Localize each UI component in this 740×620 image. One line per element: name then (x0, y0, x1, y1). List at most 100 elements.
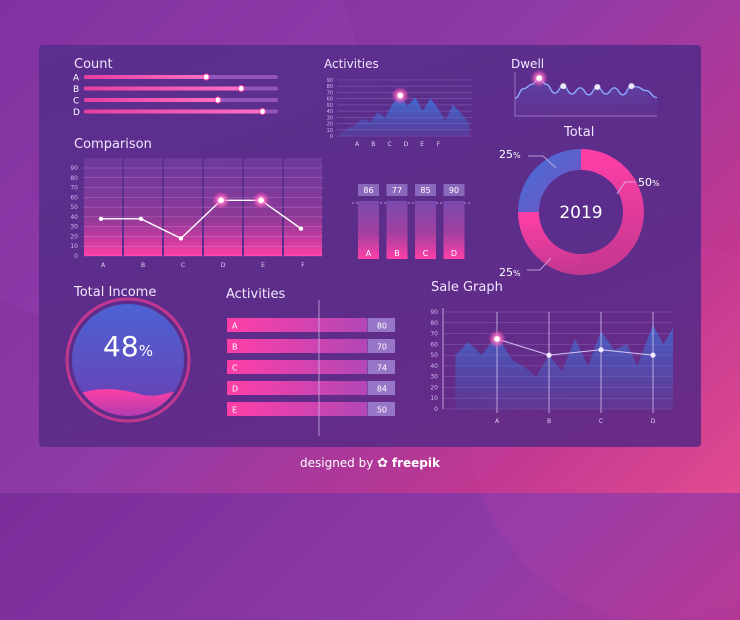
activities-bar-category-D: D (232, 385, 238, 394)
sale-line (496, 338, 654, 356)
activities-top-title: Activities (324, 57, 379, 71)
comparison-x-tick: A (101, 262, 106, 269)
comparison-point (98, 216, 104, 222)
total-leader-line (527, 257, 552, 271)
activities-top-x-tick: B (371, 141, 375, 148)
total-slice-unit: % (652, 179, 660, 188)
comparison-y-tick: 0 (74, 253, 78, 260)
total-center (539, 170, 623, 254)
gauge-fill-bg (72, 304, 184, 416)
activities-top-area (340, 95, 469, 136)
sale-y-tick: 60 (430, 341, 438, 348)
activities-top-y-tick: 10 (327, 128, 333, 134)
comparison-x-tick: C (181, 262, 185, 269)
activities-bar-value-A: 80 (377, 322, 387, 331)
footer-brand: freepik (391, 456, 440, 470)
sale-y-tick: 70 (430, 331, 438, 338)
sale-point (546, 352, 552, 358)
sale-y-tick: 80 (430, 320, 438, 327)
dwell-marker (594, 83, 601, 90)
activities-top-marker (397, 92, 404, 99)
activities-top-y-tick: 50 (327, 103, 333, 109)
comparison-y-tick: 70 (70, 185, 78, 192)
comparison-x-tick: B (141, 262, 145, 269)
sale-y-tick: 10 (430, 395, 438, 402)
vbar-C (415, 201, 436, 259)
dwell-area (515, 78, 657, 116)
sale-x-tick: B (547, 418, 551, 425)
sale-point (598, 347, 604, 353)
sale-x-tick: D (651, 418, 656, 425)
total-slice-0 (581, 149, 644, 275)
activities-bar-value-B: 70 (377, 343, 387, 352)
total-title: Total (564, 125, 595, 140)
activities-top-y-tick: 30 (327, 115, 333, 121)
comparison-point (178, 236, 184, 241)
activities-top-x-tick: A (355, 141, 360, 148)
vbar-B (386, 201, 408, 259)
activities-top-y-tick: 40 (327, 109, 333, 115)
activities-bar-category-A: A (232, 322, 238, 331)
comparison-marker (258, 197, 264, 204)
sale-y-tick: 40 (430, 363, 438, 370)
vbar-value-label-A: 86 (363, 186, 373, 195)
vbar-category-D: D (451, 249, 457, 258)
activities-top-y-tick: 20 (327, 122, 333, 128)
sale-area (455, 324, 673, 409)
dwell-marker (536, 75, 542, 81)
dwell-marker (560, 83, 567, 90)
total-slice-1 (518, 212, 581, 275)
total-center-label: 2019 (559, 203, 602, 223)
count-knob-D (258, 108, 266, 115)
sale-marker (494, 336, 500, 342)
vbar-category-A: A (366, 249, 372, 258)
total-slice-unit: % (513, 151, 521, 160)
comparison-title: Comparison (74, 137, 152, 152)
activities-bar-E (227, 402, 367, 416)
comparison-x-tick: E (261, 262, 265, 269)
activities-top-x-tick: E (420, 141, 424, 148)
vbar-value-box-D (443, 184, 465, 196)
count-bar-C (84, 98, 218, 102)
sale-x-tick: A (495, 418, 500, 425)
freepik-logo-icon: ✿ (377, 456, 389, 471)
vbar-value-label-C: 85 (420, 186, 430, 195)
activities-bar-category-B: B (232, 343, 238, 352)
comparison-y-tick: 30 (70, 224, 78, 231)
count-knob-C (214, 96, 222, 104)
activities-top-x-tick: C (387, 141, 391, 148)
activities-bar-A (227, 318, 367, 332)
comparison-y-tick: 50 (70, 204, 78, 211)
gauge-unit: % (139, 342, 153, 360)
activities-bar-value-D: 84 (377, 385, 387, 394)
activities-bar-value-box-C (368, 360, 395, 374)
count-label-D: D (73, 108, 80, 118)
vbar-value-label-D: 90 (449, 186, 459, 195)
vbar-category-B: B (394, 249, 400, 258)
footer-credit: designed by ✿ freepik (0, 456, 740, 471)
total-leader-line (616, 181, 636, 195)
comparison-y-tick: 90 (70, 165, 78, 172)
activities-bar-B (227, 339, 367, 353)
total-slice-unit: % (513, 269, 521, 278)
count-title: Count (74, 57, 113, 72)
comparison-y-tick: 80 (70, 175, 78, 182)
comparison-y-tick: 20 (70, 233, 78, 240)
activities-bar-D (227, 381, 367, 395)
activities-bar-value-box-E (368, 402, 395, 416)
sale-x-tick: C (599, 418, 603, 425)
activities-bar-value-box-A (368, 318, 395, 332)
count-label-C: C (73, 97, 79, 107)
sale-point (650, 352, 656, 358)
activities-top-x-tick: D (404, 141, 409, 148)
activities-bar-value-E: 50 (377, 406, 387, 415)
activities-bottom-title: Activities (226, 287, 286, 302)
count-bar-A (84, 75, 207, 79)
count-knob-A (202, 73, 210, 81)
sale-y-tick: 20 (430, 384, 438, 391)
activities-top-y-tick: 60 (327, 97, 333, 103)
total-slice-label-0: 50% (638, 176, 660, 189)
comparison-y-tick: 10 (70, 243, 78, 250)
vbar-category-C: C (423, 249, 429, 258)
